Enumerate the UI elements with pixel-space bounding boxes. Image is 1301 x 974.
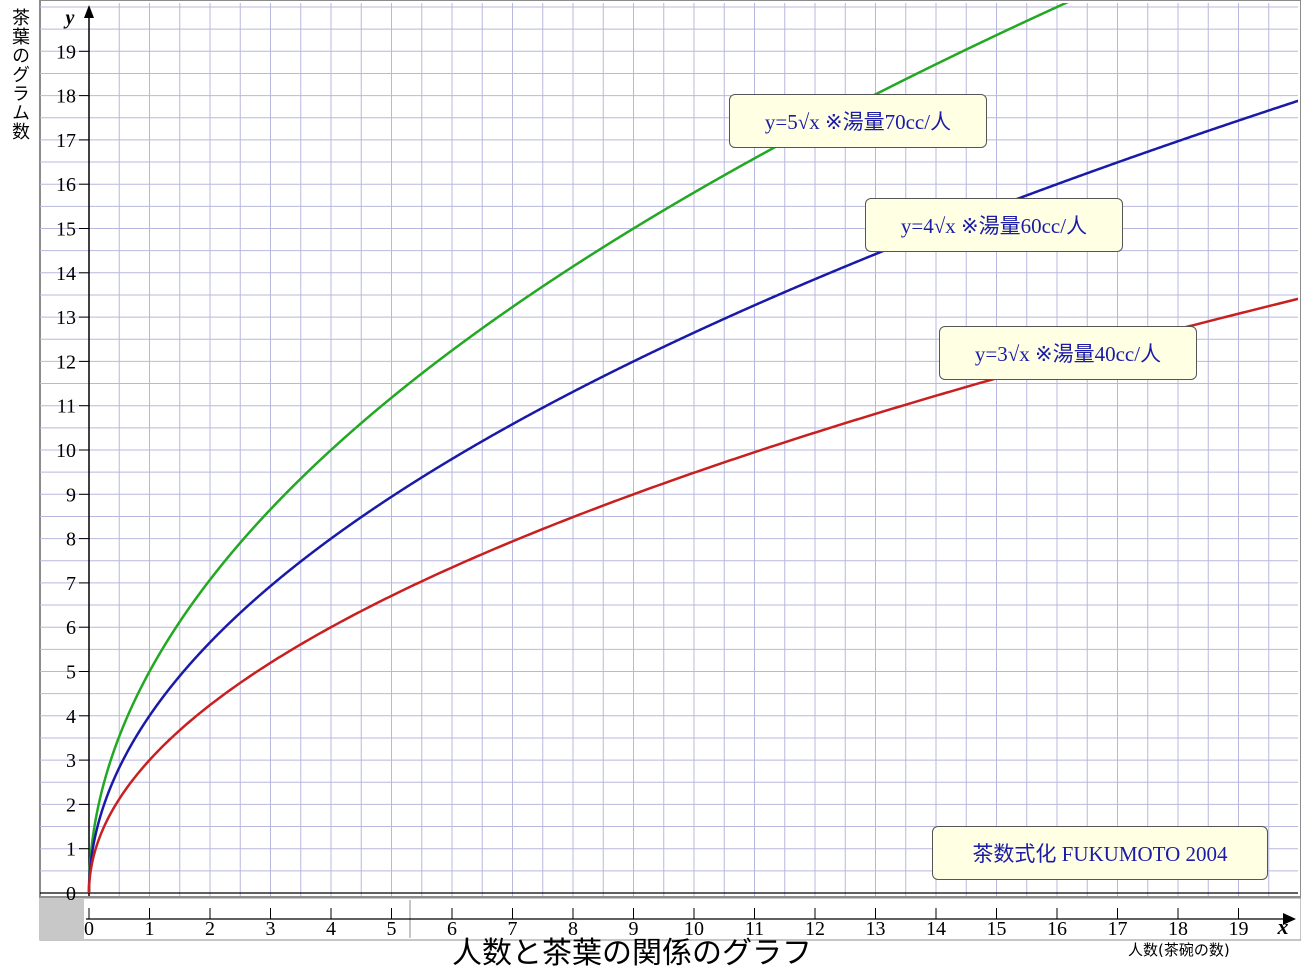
x-tick-label: 9 — [629, 918, 639, 940]
x-tick-label: 13 — [866, 918, 886, 940]
y-tick-label: 3 — [66, 750, 76, 772]
series-label-2: y=4√x ※湯量60cc/人 — [865, 198, 1123, 252]
x-tick-label: 17 — [1108, 918, 1128, 940]
y-tick-label: 15 — [56, 219, 76, 241]
series-line-3 — [87, 297, 1298, 893]
y-tick-label: 18 — [56, 86, 76, 108]
series-line-1 — [87, 3, 1069, 893]
series-label-1: y=5√x ※湯量70cc/人 — [729, 94, 987, 148]
x-tick-label: 0 — [84, 918, 94, 940]
x-tick-label: 12 — [805, 918, 825, 940]
chart-title: 人数と茶葉の関係のグラフ — [452, 936, 812, 971]
y-tick-label: 19 — [56, 41, 76, 63]
x-tick-label: 5 — [387, 918, 397, 940]
y-tick-label: 9 — [66, 484, 76, 506]
x-tick-label: 2 — [205, 918, 215, 940]
x-tick-label: 6 — [447, 918, 457, 940]
y-axis-title: 茶葉のグラム数 — [9, 8, 30, 141]
plot-area — [39, 0, 1301, 898]
y-tick-label: 0 — [66, 883, 76, 905]
x-tick-label: 18 — [1168, 918, 1188, 940]
y-tick-label: 11 — [57, 396, 76, 418]
x-tick-label: 11 — [745, 918, 764, 940]
y-tick-label: 1 — [66, 839, 76, 861]
x-tick-label: 4 — [326, 918, 336, 940]
x-tick-label: 19 — [1229, 918, 1249, 940]
credit-annotation: 茶数式化 FUKUMOTO 2004 — [932, 826, 1268, 880]
y-axis-letter: y — [64, 7, 75, 29]
y-tick-label: 2 — [66, 794, 76, 816]
x-tick-label: 8 — [568, 918, 578, 940]
y-tick-label: 10 — [56, 440, 76, 462]
x-tick-label: 7 — [508, 918, 518, 940]
y-tick-label: 8 — [66, 529, 76, 551]
x-tick-label: 15 — [987, 918, 1007, 940]
y-tick-label: 14 — [56, 263, 76, 285]
x-axis-letter: x — [1277, 914, 1289, 939]
x-tick-label: 16 — [1047, 918, 1067, 940]
x-axis-arrow — [1283, 913, 1296, 925]
y-tick-label: 16 — [56, 174, 76, 196]
y-tick-label: 7 — [66, 573, 76, 595]
y-tick-label: 13 — [56, 307, 76, 329]
y-axis-arrow — [84, 5, 94, 18]
y-tick-label: 17 — [56, 130, 76, 152]
x-tick-label: 10 — [684, 918, 704, 940]
y-tick-label: 5 — [66, 662, 76, 684]
y-tick-label: 12 — [56, 351, 76, 373]
x-axis-title: 人数(茶碗の数) — [1128, 941, 1230, 959]
x-tick-label: 14 — [926, 918, 946, 940]
x-tick-label: 3 — [266, 918, 276, 940]
y-tick-label: 4 — [66, 706, 76, 728]
x-tick-label: 1 — [145, 918, 155, 940]
y-tick-label: 6 — [66, 617, 76, 639]
series-label-3: y=3√x ※湯量40cc/人 — [939, 326, 1197, 380]
ruler-corner — [40, 898, 84, 940]
